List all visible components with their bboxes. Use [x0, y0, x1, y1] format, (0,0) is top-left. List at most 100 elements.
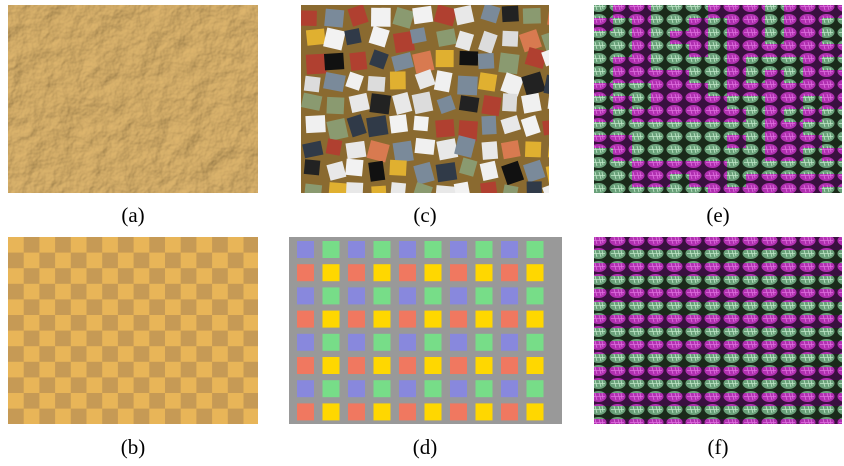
mosaic-tile: [501, 184, 519, 193]
color-square: [450, 403, 467, 421]
leaf: [689, 367, 708, 380]
leaf: [670, 393, 689, 406]
color-square: [475, 310, 493, 328]
color-square: [322, 264, 340, 282]
mosaic-tile: [413, 161, 435, 185]
leaf: [670, 315, 689, 328]
mosaic-tile: [459, 50, 479, 66]
mosaic-tile: [345, 182, 364, 193]
check-square: [180, 330, 197, 347]
leaf: [613, 341, 632, 354]
leaf: [784, 393, 803, 406]
mosaic-tile: [345, 158, 364, 177]
mosaic-tile: [366, 140, 390, 163]
color-square: [348, 333, 365, 351]
leaf: [594, 83, 613, 96]
leaf: [651, 263, 670, 276]
leaf: [613, 109, 632, 122]
leaf: [784, 315, 803, 328]
leaf: [803, 161, 822, 174]
leaf: [670, 5, 689, 18]
mosaic-tile: [305, 53, 327, 75]
leaf: [670, 276, 689, 289]
leaf: [784, 122, 803, 135]
check-square: [212, 299, 228, 315]
leaf: [727, 148, 746, 161]
color-square: [450, 357, 467, 374]
leaf: [689, 148, 708, 161]
leaf: [670, 174, 689, 187]
leaf: [670, 250, 689, 263]
leaf: [594, 341, 613, 354]
color-square: [373, 310, 391, 328]
check-square: [102, 252, 118, 269]
leaf: [746, 31, 765, 44]
mosaic-tile: [500, 115, 522, 135]
leaf: [746, 419, 765, 424]
leaf: [822, 315, 842, 328]
leaf: [594, 276, 613, 289]
leaf: [594, 419, 613, 424]
leaf: [651, 289, 670, 302]
mosaic-tile: [457, 75, 478, 96]
color-square: [322, 287, 340, 305]
leaf: [746, 148, 765, 161]
leaf: [613, 161, 632, 174]
color-square: [450, 241, 467, 258]
leaf: [651, 83, 670, 96]
check-square: [8, 252, 24, 269]
color-square: [297, 264, 314, 282]
mosaic-tile: [413, 115, 429, 132]
leaf: [670, 18, 689, 31]
leaf: [594, 315, 613, 328]
color-square: [526, 310, 544, 328]
leaf: [822, 57, 842, 70]
color-square: [399, 241, 416, 258]
check-square: [23, 237, 40, 253]
check-square: [149, 330, 165, 347]
leaf: [670, 341, 689, 354]
leaf: [727, 419, 746, 424]
mosaic-tile: [344, 28, 362, 46]
leaf: [803, 289, 822, 302]
color-square: [297, 403, 314, 421]
leaf: [784, 250, 803, 263]
check-square: [243, 393, 258, 409]
leaf: [613, 122, 632, 135]
check-square: [165, 377, 181, 393]
leaf: [822, 250, 842, 263]
mosaic-tile: [481, 94, 502, 117]
leaf: [746, 96, 765, 109]
mosaic-tile: [547, 7, 549, 28]
leaf: [727, 237, 746, 250]
leaf: [651, 276, 670, 289]
leaf: [670, 122, 689, 135]
mosaic-tile: [435, 162, 458, 183]
leaf: [727, 96, 746, 109]
leaf: [765, 367, 784, 380]
check-square: [86, 299, 103, 315]
mosaic-tile: [479, 160, 499, 181]
leaf: [594, 44, 613, 57]
check-square: [165, 252, 181, 269]
mosaic-tile: [520, 115, 541, 137]
color-square: [297, 287, 314, 305]
color-square: [475, 241, 493, 258]
leaf: [784, 354, 803, 367]
color-square: [424, 287, 442, 305]
mosaic-tile: [433, 70, 453, 93]
leaf: [632, 380, 651, 393]
leaf: [670, 187, 689, 193]
leaf: [746, 302, 765, 315]
color-square: [501, 380, 518, 398]
leaf: [689, 31, 708, 44]
mosaic-tile: [521, 92, 542, 114]
leaf: [594, 148, 613, 161]
leaf: [670, 302, 689, 315]
leaf: [727, 83, 746, 96]
color-square: [322, 310, 340, 328]
check-square: [243, 299, 258, 315]
mosaic-tile: [411, 182, 433, 193]
leaf: [632, 57, 651, 70]
